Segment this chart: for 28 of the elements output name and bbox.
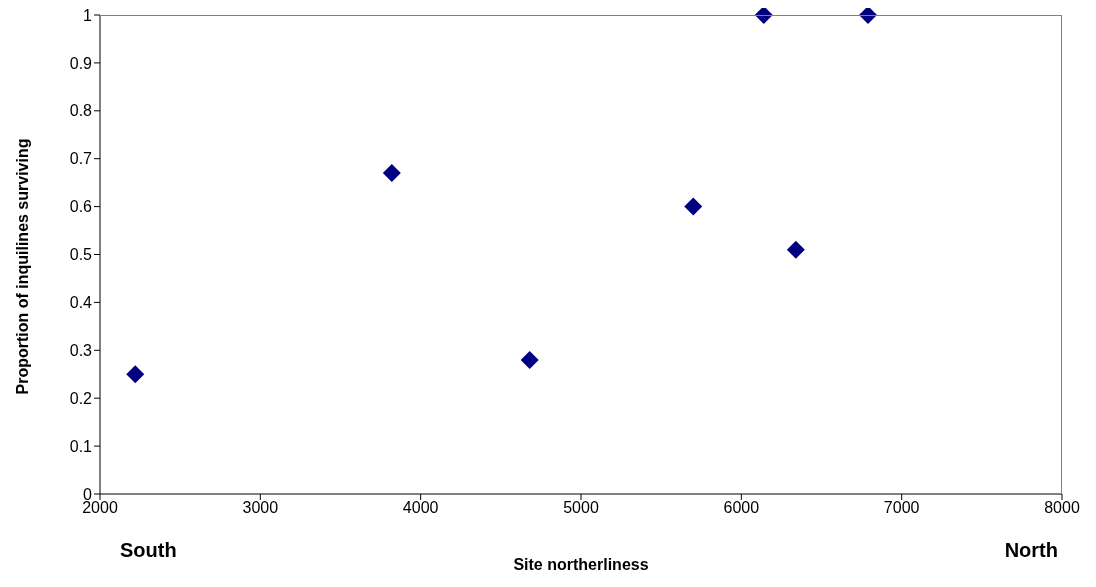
y-tick-label: 0.4	[69, 294, 93, 312]
text: North	[1004, 539, 1058, 562]
x-tick-label: 2000	[82, 499, 118, 517]
point	[520, 350, 539, 369]
point	[754, 8, 773, 24]
point	[684, 197, 703, 216]
y-tick-label: 0.8	[69, 102, 93, 120]
x-tick-label: 4000	[402, 499, 439, 517]
x-tick-label: 6000	[723, 499, 760, 517]
x-axis-title: Site northerliness	[513, 556, 649, 573]
y-axis-title: Proportion of inquilines surviving	[13, 138, 31, 395]
y-tick-label: 1	[83, 6, 93, 24]
y-tick-label: 0.5	[69, 246, 93, 264]
point	[126, 365, 145, 384]
point	[859, 8, 877, 24]
y-tick-label: 0.6	[69, 198, 93, 216]
y-tick-label: 0.2	[69, 389, 93, 407]
point	[382, 164, 401, 183]
y-tick-label: 0.3	[69, 341, 93, 359]
y-tick-label: 0.9	[69, 54, 93, 72]
point	[786, 240, 805, 259]
text: South	[120, 539, 177, 562]
y-tick-label: 0.1	[69, 437, 93, 455]
x-tick-label: 5000	[563, 499, 599, 517]
y-tick-label: 0.7	[69, 150, 93, 168]
x-tick-label: 8000	[1044, 499, 1080, 517]
x-tick-label: 3000	[242, 499, 279, 517]
x-tick-label: 7000	[883, 499, 920, 517]
